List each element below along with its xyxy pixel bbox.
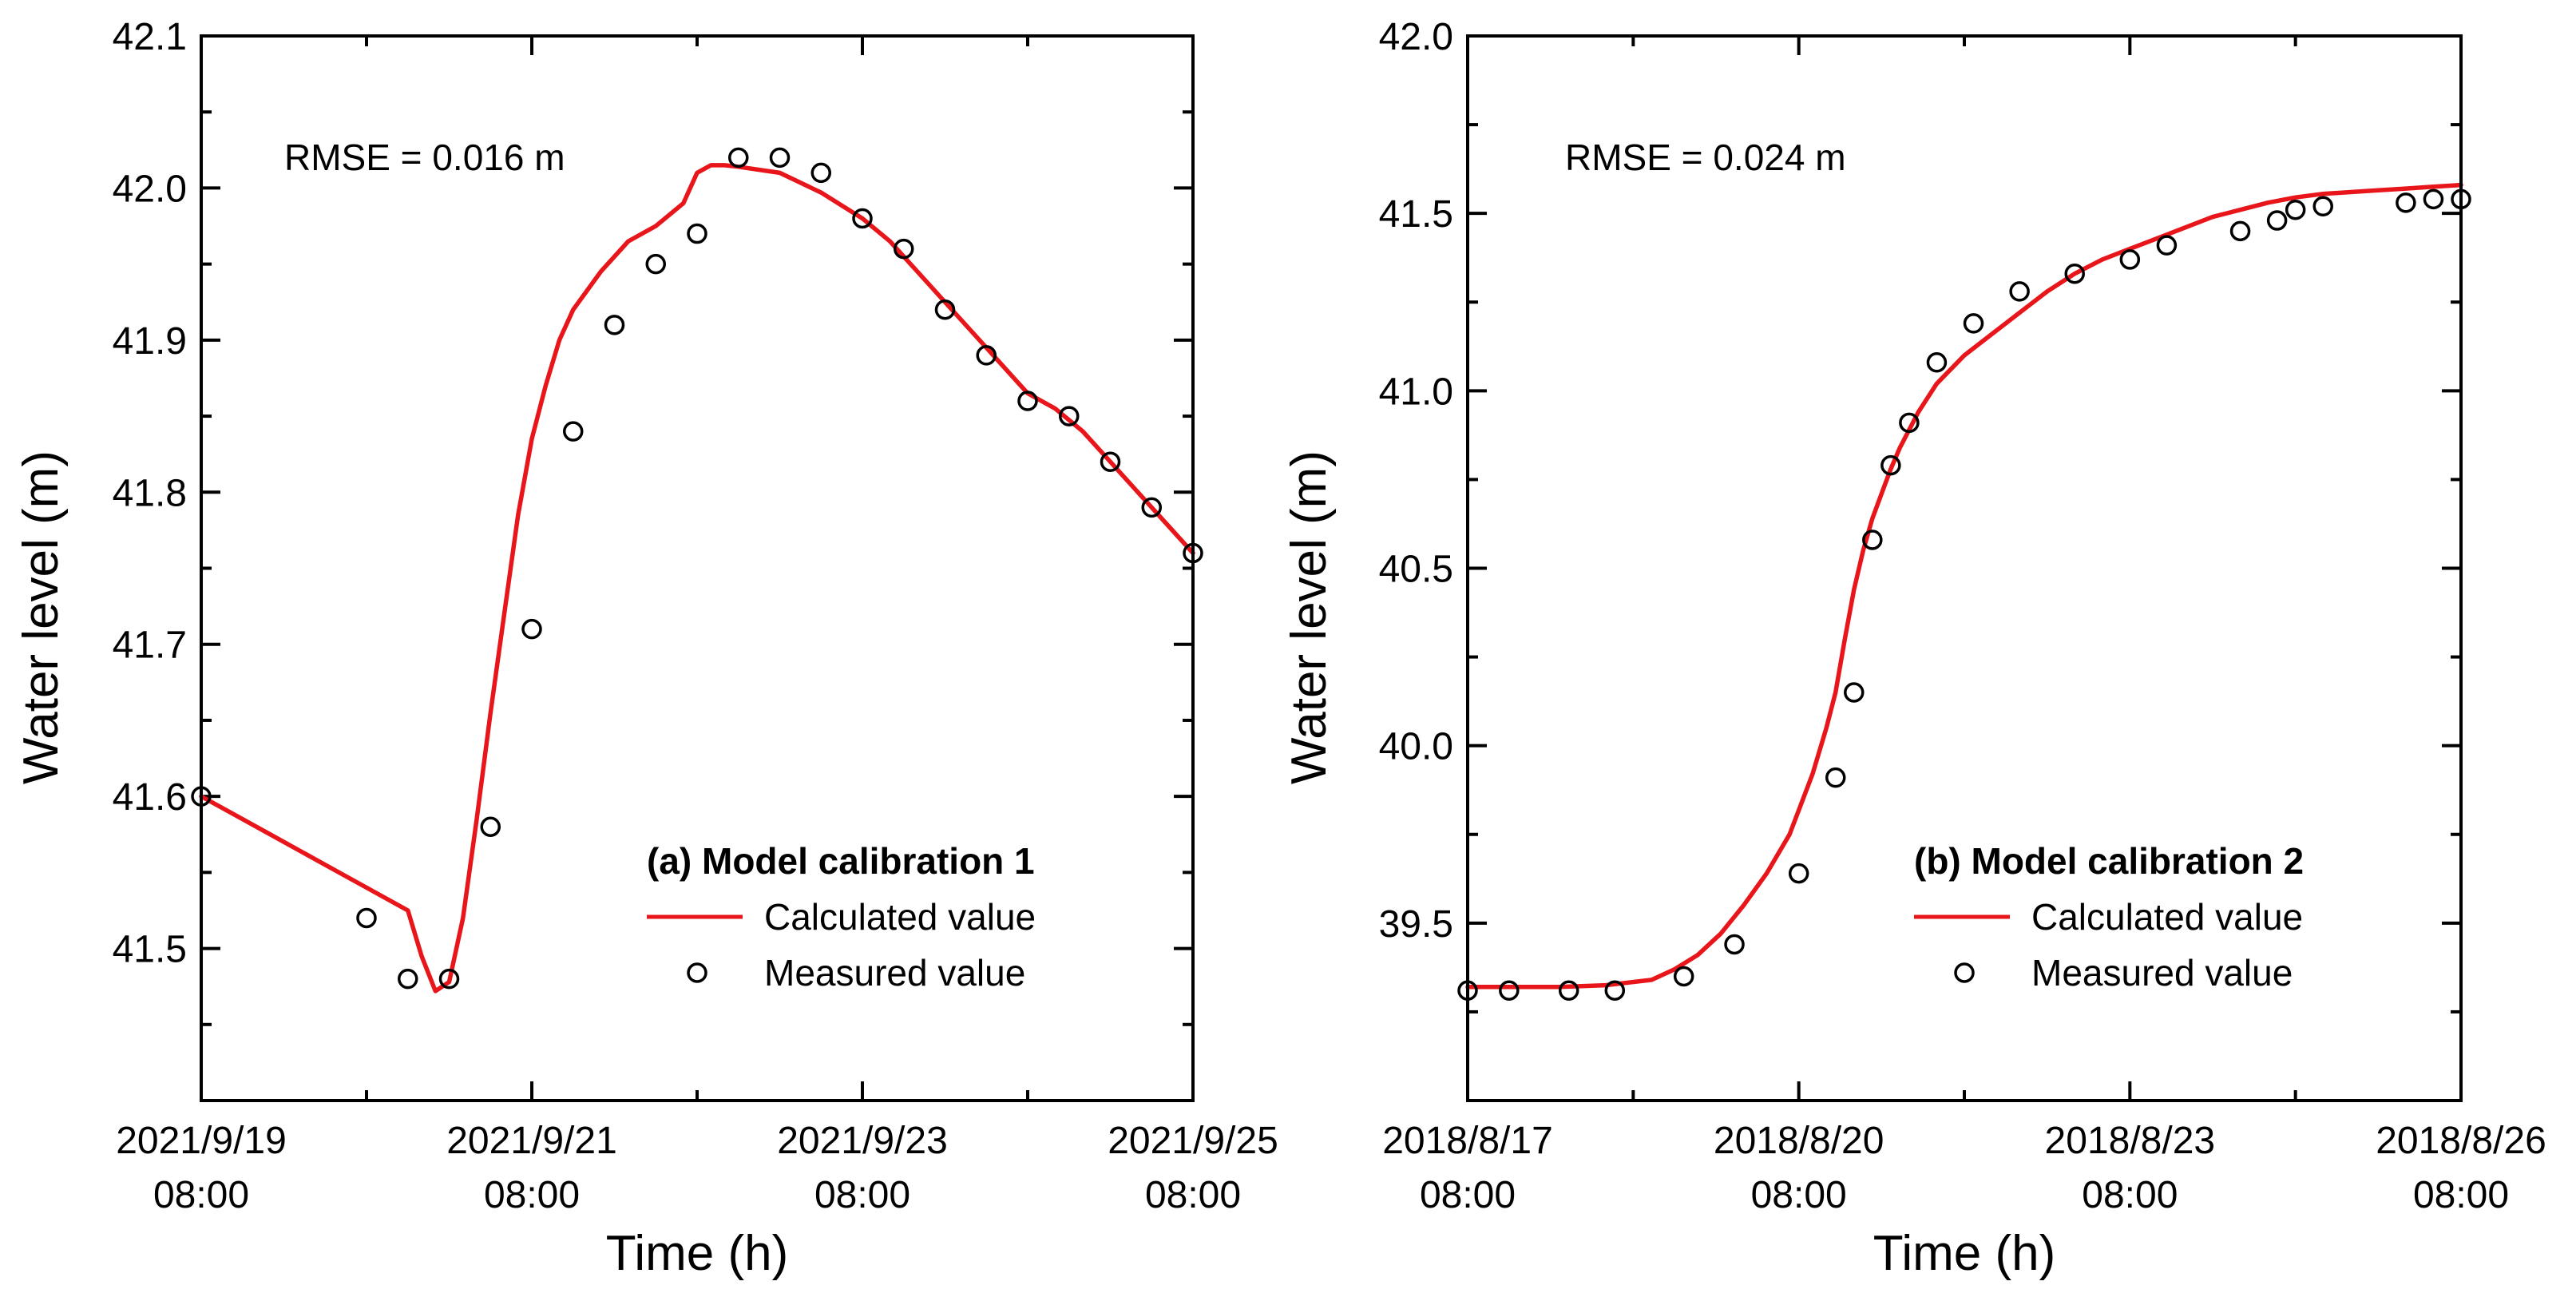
panel-b-ytick-label: 41.0: [1379, 371, 1453, 413]
panel-b-tick-labels: 39.5 40.0 40.5 41.0 41.5 42.0 2018/8/17 08:00 20…: [1379, 16, 2546, 1216]
panel-a-xtick-label: 2021/9/25 08:00: [1108, 1120, 1278, 1216]
panel-b-measured-point: [2285, 199, 2306, 220]
panel-b-xtick-label: 2018/8/23 08:00: [2045, 1120, 2216, 1216]
panel-a-measured-point: [438, 968, 460, 990]
panel-a-y-axis-title: Water level (m): [14, 450, 69, 784]
panel-b-measured-point: [1899, 412, 1920, 434]
panel-b-xtick-label: 2018/8/26 08:00: [2376, 1120, 2546, 1216]
panel-b-measured-point: [1844, 682, 1865, 703]
panel-b-y-axis-title: Water level (m): [1282, 450, 1337, 784]
panel-b-measured-point: [2312, 196, 2333, 217]
panel-a-measured-point: [563, 421, 584, 442]
panel-b-measured-point: [1880, 454, 1901, 476]
panel-a-measured-point: [1141, 497, 1162, 518]
panel-b-ytick-label: 40.5: [1379, 549, 1453, 591]
panel-b-measured-point: [1926, 352, 1948, 373]
panel-a-measured-points: [191, 147, 1203, 990]
panel-b-measured-point: [2064, 263, 2085, 284]
panel-b-ytick-label: 39.5: [1379, 903, 1453, 946]
panel-b-xtick-label: 2018/8/20 08:00: [1714, 1120, 1884, 1216]
panel-b-measured-point: [2119, 249, 2141, 270]
panel-a-xtick-label: 2021/9/23 08:00: [777, 1120, 948, 1216]
panel-b-legend-measured: Measured value: [2031, 952, 2293, 994]
panel-a-calculated-line: [199, 163, 1195, 994]
panel-b-measured-point: [2396, 192, 2416, 213]
panel-b-measured-point: [2266, 210, 2288, 231]
panel-a-legend-title: (a) Model calibration 1: [647, 840, 1035, 882]
panel-a-frame: [200, 34, 1195, 1102]
panel-a-ticks: [200, 34, 1195, 1102]
panel-a-measured-point: [976, 345, 997, 366]
panel-a-rmse-annotation: RMSE = 0.016 m: [284, 137, 565, 178]
panel-a-measured-point: [604, 315, 625, 335]
panel-b-legend-calculated: Calculated value: [2031, 896, 2303, 938]
panel-a-measured-point: [521, 618, 542, 640]
panel-a-legend-circle-swatch: [687, 962, 707, 983]
panel-b-legend-circle-swatch: [1954, 962, 1975, 983]
panel-a-xtick-label: 2021/9/21 08:00: [446, 1120, 617, 1216]
panel-a-legend-measured: Measured value: [764, 952, 1025, 994]
panel-a-measured-point: [1100, 451, 1121, 472]
panel-b-ytick-label: 40.0: [1379, 726, 1453, 768]
panel-b-measured-point: [1724, 934, 1745, 955]
panel-a-xtick-label: 2021/9/19 08:00: [116, 1120, 287, 1216]
panel-b-calculated-curve: [1465, 182, 2463, 990]
panel-b-measured-point: [1558, 980, 1579, 1002]
panel-a-legend-calculated: Calculated value: [764, 896, 1036, 938]
panel-a-ytick-label: 41.6: [113, 776, 187, 819]
panel-b-x-axis-title: Time (h): [1873, 1226, 2055, 1281]
panel-b-measured-point: [1604, 980, 1626, 1002]
panel-a-measured-point: [810, 162, 831, 184]
panel-a-measured-point: [398, 968, 418, 990]
panel-b-calculated-line: [1465, 182, 2463, 990]
panel-b-ytick-label: 41.5: [1379, 193, 1453, 236]
panel-b-calibration-2: 39.5 40.0 40.5 41.0 41.5 42.0 2018/8/17 08:00 20…: [1282, 16, 2546, 1281]
panel-b-ytick-label: 42.0: [1379, 16, 1453, 58]
panel-a-measured-point: [356, 907, 377, 929]
panel-a-ytick-label: 42.1: [113, 16, 187, 58]
panel-a-ytick-label: 41.9: [113, 320, 187, 363]
panel-b-frame: [1466, 34, 2463, 1102]
panel-a-calculated-curve: [199, 163, 1195, 994]
panel-a-ytick-label: 41.5: [113, 929, 187, 971]
panel-a-x-axis-title: Time (h): [606, 1226, 788, 1281]
panel-b-measured-point: [1673, 966, 1694, 987]
panel-a-measured-point: [728, 147, 749, 169]
panel-a-measured-point: [687, 223, 707, 244]
panel-a-measured-point: [769, 147, 791, 169]
panel-a-measured-point: [645, 253, 666, 275]
panel-b-measured-point: [2229, 220, 2251, 242]
panel-b-measured-point: [2423, 188, 2444, 210]
panel-b-measured-point: [2009, 281, 2030, 302]
panel-a-measured-point: [1059, 406, 1080, 426]
panel-b-measured-point: [1499, 980, 1520, 1002]
panel-a-legend: (a) Model calibration 1 Calculated value…: [647, 840, 1036, 994]
panel-b-xtick-label: 2018/8/17 08:00: [1382, 1120, 1553, 1216]
panel-a-tick-labels: 41.5 41.6 41.7 41.8 41.9 42.0 42.1 2021/9/19 08:…: [113, 16, 1278, 1216]
panel-a-ytick-label: 41.7: [113, 625, 187, 667]
panel-a-ytick-label: 41.8: [113, 472, 187, 514]
panel-b-measured-point: [1963, 313, 1984, 334]
panel-a-measured-point: [894, 238, 914, 260]
panel-b-measured-points: [1457, 188, 2471, 1002]
panel-a-measured-point: [852, 208, 873, 229]
panel-b-rmse-annotation: RMSE = 0.024 m: [1565, 137, 1846, 178]
panel-b-legend-title: (b) Model calibration 2: [1914, 840, 2304, 882]
panel-b-measured-point: [2156, 235, 2178, 256]
panel-a-measured-point: [480, 816, 501, 837]
panel-b-measured-point: [1825, 767, 1846, 788]
panel-a-measured-point: [934, 299, 956, 320]
panel-b-legend: (b) Model calibration 2 Calculated value…: [1914, 840, 2304, 994]
panel-b-measured-point: [1862, 530, 1883, 550]
panel-b-measured-point: [1788, 863, 1809, 884]
panel-a-measured-point: [1017, 391, 1038, 411]
panel-a-ytick-label: 42.0: [113, 168, 187, 210]
panel-a-calibration-1: 41.5 41.6 41.7 41.8 41.9 42.0 42.1 2021/9/19 08:…: [14, 16, 1278, 1281]
